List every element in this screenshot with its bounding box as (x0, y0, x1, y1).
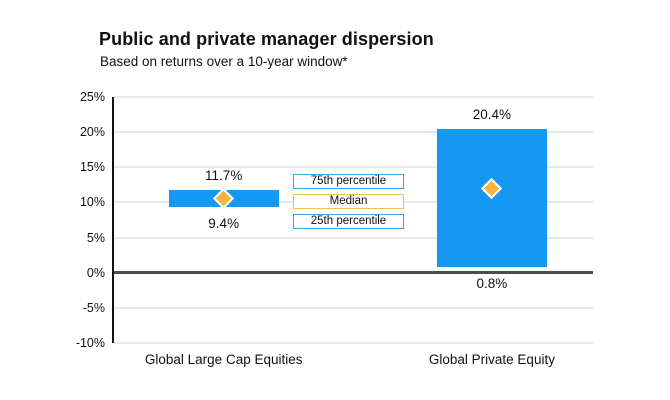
gridline (114, 131, 593, 134)
y-axis-line (112, 97, 114, 343)
legend: 75th percentile Median 25th percentile (293, 174, 404, 234)
y-tick-label: 5% (86, 230, 105, 245)
legend-item: Median (293, 194, 404, 209)
y-tick-label: -10% (75, 336, 105, 350)
y-tick-label: -5% (82, 300, 105, 315)
chart-subtitle: Based on returns over a 10-year window* (100, 54, 348, 69)
chart-title: Public and private manager dispersion (99, 29, 434, 49)
gridline (114, 306, 593, 309)
y-tick-label: 15% (79, 160, 105, 175)
legend-item: 75th percentile (293, 174, 404, 189)
y-tick-label: 10% (79, 195, 105, 210)
bar-value-label-below: 9.4% (208, 215, 240, 231)
bar-value-label-above: 20.4% (472, 107, 512, 123)
zero-line (114, 271, 593, 275)
plot-area: 25% 20% 15% 10% 5% 0% -5% -10% 11.7% 9.4% Global L… (76, 90, 593, 367)
gridline (114, 166, 593, 169)
bar-value-label-above: 11.7% (205, 168, 243, 184)
bar-value-label-below: 0.8% (476, 276, 508, 292)
y-tick-label: 20% (79, 125, 105, 140)
y-tick-label: 25% (79, 90, 105, 104)
gridline (114, 342, 593, 344)
y-tick-label: 0% (86, 265, 105, 280)
gridline (114, 236, 593, 239)
gridline (114, 96, 593, 98)
legend-item: 25th percentile (293, 214, 404, 229)
x-axis-label: Global Private Equity (428, 352, 555, 367)
x-axis-label: Global Large Cap Equities (144, 352, 303, 367)
